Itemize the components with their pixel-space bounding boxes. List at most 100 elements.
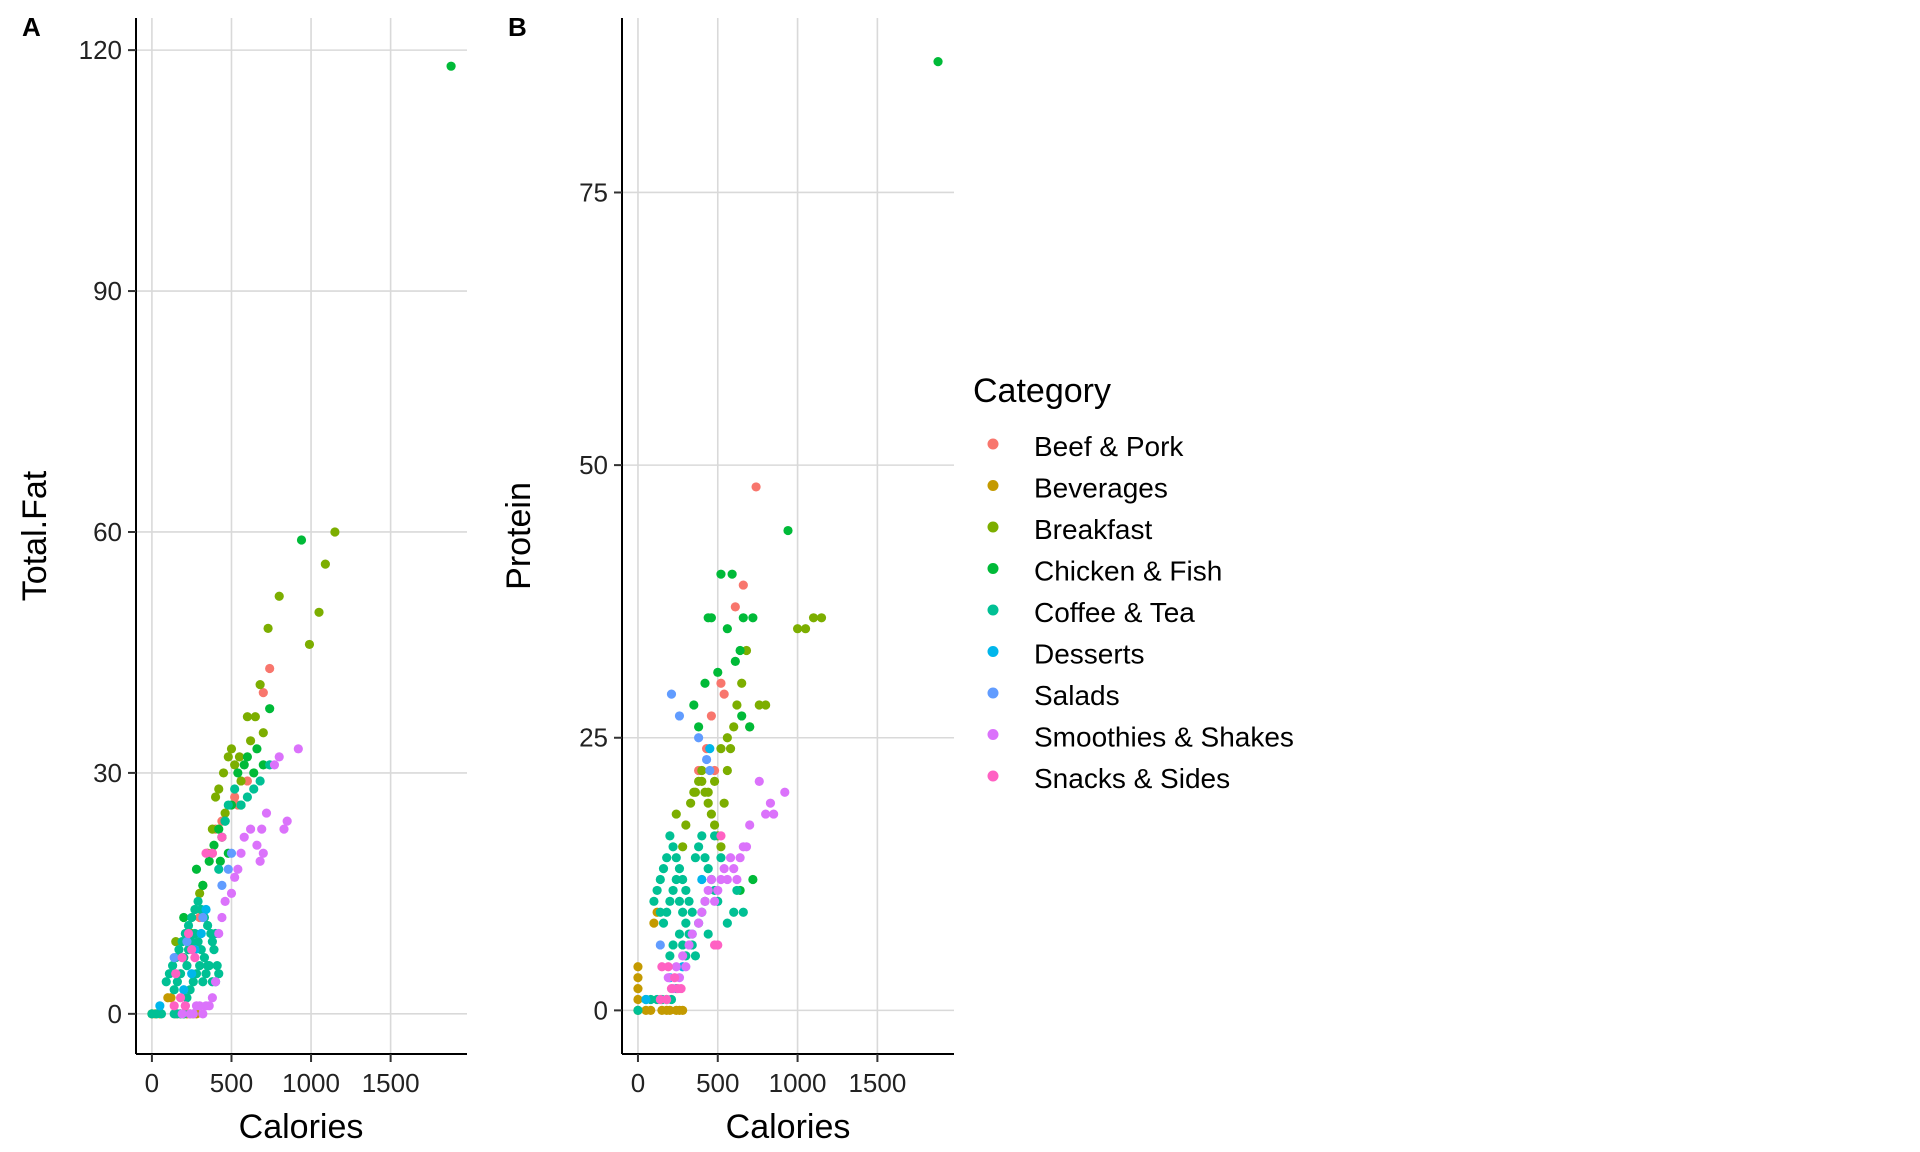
panel-a-point bbox=[252, 840, 262, 850]
panel-b-point bbox=[761, 700, 771, 710]
panel-b-point bbox=[633, 973, 643, 983]
panel-a-point bbox=[207, 848, 217, 858]
panel-a-point bbox=[245, 824, 256, 834]
panel-a-y-tick-label: 0 bbox=[108, 999, 122, 1029]
panel-a-points bbox=[147, 61, 456, 1019]
panel-a-point bbox=[180, 1001, 190, 1011]
panel-a-point bbox=[188, 1009, 198, 1019]
legend-label: Salads bbox=[1034, 680, 1120, 711]
panel-b-point bbox=[662, 994, 672, 1005]
panel-a-point bbox=[214, 928, 224, 939]
panel-a-point bbox=[210, 792, 221, 802]
panel-b-point bbox=[662, 907, 672, 917]
panel-a-point bbox=[218, 768, 229, 778]
panel-b-point bbox=[687, 929, 697, 939]
panel-b-point bbox=[732, 874, 742, 885]
panel-b-point bbox=[727, 569, 737, 579]
panel-a-point bbox=[179, 912, 189, 923]
panel-b-point bbox=[657, 962, 667, 972]
panel-b-point bbox=[754, 776, 764, 786]
panel-b-point bbox=[662, 853, 672, 863]
panel-a-point bbox=[255, 856, 265, 866]
panel-b-point bbox=[722, 624, 732, 634]
panel-b-point bbox=[678, 951, 688, 961]
panel-a-point bbox=[201, 848, 211, 858]
panel-b-point bbox=[658, 918, 669, 928]
panel-b-point bbox=[709, 776, 720, 786]
panel-a-point bbox=[190, 953, 200, 963]
panel-b-x-axis-title: Calories bbox=[726, 1108, 851, 1146]
panel-b-point bbox=[655, 994, 665, 1005]
panel-b-point bbox=[780, 787, 790, 797]
panel-a-point bbox=[265, 663, 275, 674]
panel-b-point bbox=[765, 798, 776, 808]
panel-b-point bbox=[729, 907, 739, 917]
panel-a-point bbox=[226, 744, 237, 754]
panel-b-point bbox=[769, 809, 779, 819]
legend-key bbox=[987, 687, 999, 699]
panel-b-point bbox=[716, 569, 726, 579]
panel-b-point bbox=[741, 842, 752, 852]
panel-a-point bbox=[168, 961, 178, 971]
legend-title: Category bbox=[973, 372, 1111, 410]
panel-b-point bbox=[703, 929, 713, 939]
panel-a-point bbox=[193, 896, 203, 907]
panel-a-x-tick-label: 0 bbox=[145, 1068, 159, 1098]
panel-b-y-tick-label: 0 bbox=[594, 995, 608, 1025]
panel-a-point bbox=[330, 527, 340, 537]
panel-a-point bbox=[190, 928, 200, 939]
panel-a-x-tick-label: 1000 bbox=[282, 1068, 340, 1098]
panel-a-y-tick-label: 90 bbox=[93, 276, 122, 306]
panel-b-point bbox=[741, 645, 752, 656]
panel-b-point bbox=[678, 874, 688, 885]
panel-b-point bbox=[665, 831, 675, 841]
panel-b-point bbox=[678, 907, 688, 917]
panel-a-x-tick-label: 1500 bbox=[362, 1068, 420, 1098]
legend-key bbox=[987, 604, 999, 616]
legend-key bbox=[987, 521, 999, 533]
panel-a-point bbox=[193, 936, 203, 947]
panel-b-point bbox=[633, 1005, 643, 1015]
panel-b-point bbox=[633, 983, 643, 994]
panel-a-point bbox=[233, 864, 243, 874]
panel-a-point bbox=[185, 985, 195, 995]
panel-b-point bbox=[663, 962, 673, 972]
panel-b-point bbox=[665, 1005, 675, 1015]
legend-key bbox=[987, 646, 999, 657]
panel-b-point bbox=[706, 809, 716, 819]
panel-a-y-tick-label: 30 bbox=[93, 758, 122, 788]
panel-a-point bbox=[175, 993, 186, 1003]
panel-b-point bbox=[687, 907, 697, 917]
panel-b-point bbox=[671, 853, 681, 863]
panel-a-point bbox=[255, 679, 265, 690]
panel-b-point bbox=[686, 798, 696, 808]
panel-a-point bbox=[187, 912, 197, 923]
panel-b-point bbox=[706, 711, 716, 721]
panel-a-point bbox=[223, 864, 233, 874]
panel-a-point bbox=[265, 704, 275, 714]
panel-a-point bbox=[236, 800, 246, 810]
panel-a-point bbox=[190, 904, 200, 915]
panel-a-point bbox=[279, 824, 289, 834]
panel-b-point bbox=[694, 842, 704, 852]
panel-b-point bbox=[674, 864, 685, 874]
panel-b-x-tick-label: 0 bbox=[631, 1068, 645, 1098]
panel-b-point bbox=[665, 951, 675, 961]
panel-b-point bbox=[713, 940, 723, 950]
panel-a-point bbox=[223, 800, 233, 810]
panel-b-point bbox=[703, 885, 713, 896]
panel-b-point bbox=[678, 940, 688, 950]
panel-b-point bbox=[697, 776, 707, 786]
panel-b-point bbox=[658, 864, 669, 874]
panel-a-point bbox=[274, 591, 284, 601]
panel-b-point bbox=[719, 864, 729, 874]
panel-a-point bbox=[183, 928, 194, 939]
panel-b-point bbox=[652, 885, 662, 896]
panel-b-point bbox=[697, 874, 707, 885]
panel-b-point bbox=[666, 689, 677, 699]
panel-a-point bbox=[217, 880, 227, 890]
panel-a-point bbox=[212, 961, 222, 971]
legend-key bbox=[987, 438, 999, 450]
panel-a-y-tick-label: 120 bbox=[79, 35, 122, 65]
panel-b-point bbox=[671, 874, 681, 885]
